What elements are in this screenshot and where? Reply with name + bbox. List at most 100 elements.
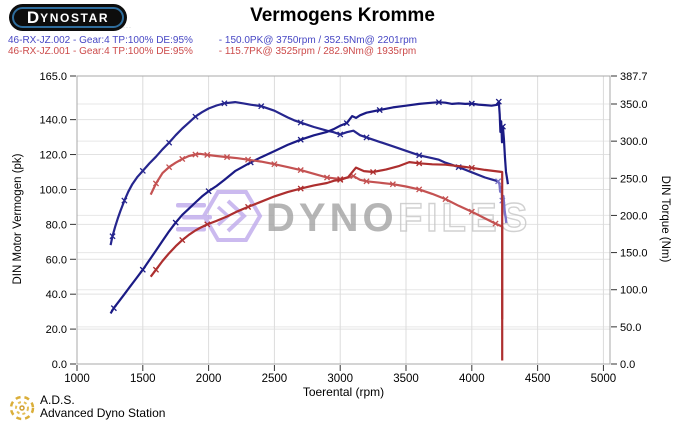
power-axis-label: DIN Motor Vermogen (pk) xyxy=(12,153,24,285)
ads-name: Advanced Dyno Station xyxy=(40,406,166,420)
watermark-chevron-icon xyxy=(226,199,247,233)
gridlines xyxy=(77,76,610,364)
power-tick-label: 0.0 xyxy=(52,359,67,371)
curve-marker xyxy=(389,181,396,188)
curve-marker xyxy=(121,197,128,204)
curve-marker xyxy=(297,119,304,126)
watermark-text-light: FILES xyxy=(398,196,531,240)
dynostar-logo-d: D xyxy=(26,8,40,27)
torque-tick-label: 300.0 xyxy=(620,136,648,148)
curve-marker xyxy=(152,266,160,273)
curve-marker xyxy=(416,160,423,167)
torque-tick-label: 350.0 xyxy=(620,99,648,111)
torque-tick-label: 200.0 xyxy=(620,210,648,222)
curve-marker xyxy=(495,98,502,105)
curve-marker xyxy=(109,233,116,240)
watermark-text-bold: DYNO xyxy=(266,196,398,240)
curve-marker xyxy=(139,266,146,273)
curve-marker xyxy=(492,220,499,227)
curve-marker xyxy=(221,100,228,107)
curve-marker xyxy=(179,237,186,244)
rpm-tick-label: 3500 xyxy=(393,373,419,385)
curve-marker xyxy=(204,151,211,158)
curve-marker xyxy=(416,186,423,193)
curve-marker xyxy=(468,208,475,215)
series-markers-001-power xyxy=(152,160,475,273)
curve-marker xyxy=(297,185,304,192)
axis-ticks: 165.0 140.0 120.0 100.0 80.0 60.0 40.0 20.0 0.0 3… xyxy=(39,71,647,385)
torque-tick-label: 387.7 xyxy=(620,71,648,83)
rpm-tick-label: 2000 xyxy=(196,373,222,385)
curve-marker xyxy=(110,305,117,312)
curve-marker xyxy=(205,188,212,195)
power-tick-label: 120.0 xyxy=(39,150,67,162)
rpm-tick-label: 5000 xyxy=(591,373,617,385)
legend-run-001-peaks: - 115.7PK@ 3525rpm / 282.9Nm@ 1935rpm xyxy=(218,46,417,57)
curve-marker xyxy=(271,161,278,168)
watermark-hexagon-icon xyxy=(201,190,263,242)
torque-tick-label: 50.0 xyxy=(620,322,641,334)
curve-marker xyxy=(172,219,179,226)
curve-marker xyxy=(245,156,252,163)
rpm-tick-label: 4000 xyxy=(459,373,485,385)
curve-marker xyxy=(258,103,265,110)
plot-border xyxy=(76,75,611,365)
torque-tick-label: 250.0 xyxy=(620,173,648,185)
power-tick-label: 80.0 xyxy=(46,219,67,231)
curve-marker xyxy=(343,120,350,127)
curve-marker xyxy=(499,123,506,130)
curve-marker xyxy=(370,168,377,176)
rpm-tick-label: 1000 xyxy=(64,373,90,385)
power-tick-label: 60.0 xyxy=(46,254,67,266)
rpm-tick-label: 4500 xyxy=(525,373,551,385)
curve-marker xyxy=(468,164,475,171)
rpm-axis-label: Toerental (rpm) xyxy=(302,385,385,399)
curve-marker xyxy=(442,196,449,203)
ads-logo-icon xyxy=(9,395,35,421)
curve-marker xyxy=(363,178,370,185)
curve-marker xyxy=(337,176,344,183)
curve-marker xyxy=(192,151,199,158)
torque-tick-label: 100.0 xyxy=(620,285,648,297)
legend-run-002-info: 46-RX-JZ.002 - Gear:4 TP:100% DE:95% xyxy=(8,35,193,46)
curve-marker xyxy=(166,164,173,171)
curve-marker xyxy=(297,167,304,174)
curve-marker xyxy=(297,136,304,143)
curve-marker xyxy=(152,180,160,187)
torque-axis-label: DIN Torque (Nm) xyxy=(659,175,671,263)
dynostar-logo-text: YNOSTAR xyxy=(40,10,110,25)
logo-tagline: ··· xyxy=(123,25,132,31)
series-curve-001-power xyxy=(149,161,504,361)
series-curve-001-torque xyxy=(149,152,504,320)
rpm-tick-label: 3000 xyxy=(327,373,353,385)
curve-marker xyxy=(139,167,146,174)
torque-tick-label: 150.0 xyxy=(620,248,648,260)
legend-run-002: 46-RX-JZ.002 - Gear:4 TP:100% DE:95% - 1… xyxy=(8,35,417,46)
curve-marker xyxy=(192,113,199,120)
torque-tick-label: 0.0 xyxy=(620,359,635,371)
curve-marker xyxy=(245,203,252,210)
curve-marker xyxy=(204,221,211,228)
ads-abbr: A.D.S. xyxy=(40,393,75,407)
curve-marker xyxy=(468,100,475,107)
curve-marker xyxy=(363,134,370,141)
curve-marker xyxy=(495,178,502,185)
power-tick-label: 40.0 xyxy=(46,289,67,301)
curve-marker xyxy=(223,154,231,161)
curve-marker xyxy=(166,139,173,146)
dynostar-logo: D YNOSTAR xyxy=(9,4,127,31)
curve-marker xyxy=(179,155,186,163)
series-markers-001-torque xyxy=(152,151,499,227)
dynostar-logo-ring xyxy=(12,7,124,28)
dynofiles-watermark: DYNO FILES xyxy=(176,190,531,242)
power-tick-label: 20.0 xyxy=(46,324,67,336)
curve-marker xyxy=(416,152,423,159)
curve-marker xyxy=(376,106,383,114)
rpm-tick-label: 2500 xyxy=(262,373,288,385)
power-tick-label: 140.0 xyxy=(39,115,67,127)
legend-run-001: 46-RX-JZ.001 - Gear:4 TP:100% DE:95% - 1… xyxy=(8,46,416,57)
page-title: Vermogens Kromme xyxy=(250,5,435,26)
series-curve-002-torque xyxy=(109,100,499,246)
